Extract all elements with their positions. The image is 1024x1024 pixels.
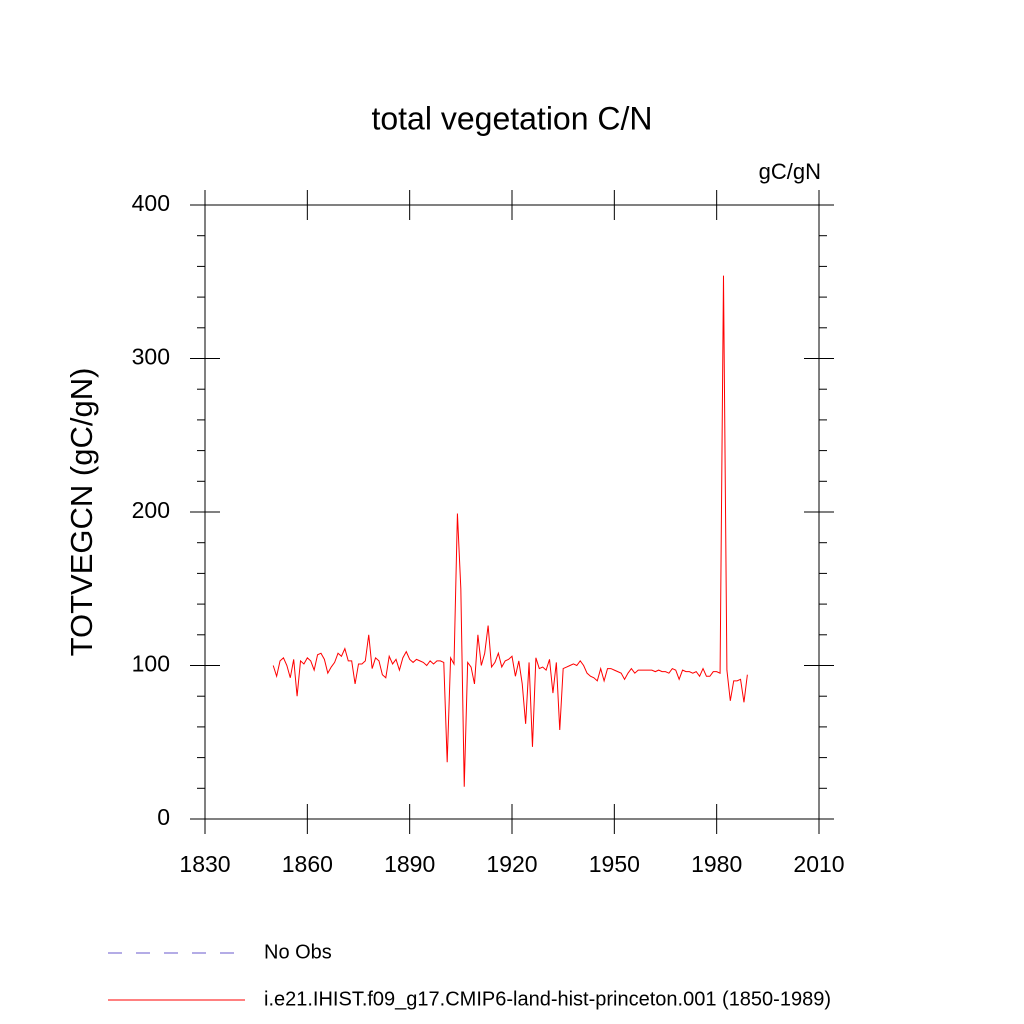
x-tick-label: 2010 bbox=[793, 851, 844, 877]
y-tick-label: 100 bbox=[132, 651, 170, 677]
x-tick-label: 1860 bbox=[282, 851, 333, 877]
y-tick-label: 400 bbox=[132, 190, 170, 216]
y-tick-label: 0 bbox=[157, 804, 170, 830]
units-label: gC/gN bbox=[759, 159, 821, 184]
data-line bbox=[272, 275, 748, 787]
legend-label: No Obs bbox=[264, 941, 332, 963]
y-axis-label: TOTVEGCN (gC/gN) bbox=[64, 368, 99, 657]
x-tick-label: 1950 bbox=[589, 851, 640, 877]
x-tick-label: 1830 bbox=[179, 851, 230, 877]
x-tick-label: 1920 bbox=[486, 851, 537, 877]
plot-frame bbox=[204, 204, 820, 820]
x-tick-label: 1890 bbox=[384, 851, 435, 877]
y-tick-label: 200 bbox=[132, 497, 170, 523]
x-tick-label: 1980 bbox=[691, 851, 742, 877]
y-tick-label: 300 bbox=[132, 344, 170, 370]
chart-title: total vegetation C/N bbox=[371, 100, 652, 136]
legend-label: i.e21.IHIST.f09_g17.CMIP6-land-hist-prin… bbox=[264, 988, 831, 1010]
